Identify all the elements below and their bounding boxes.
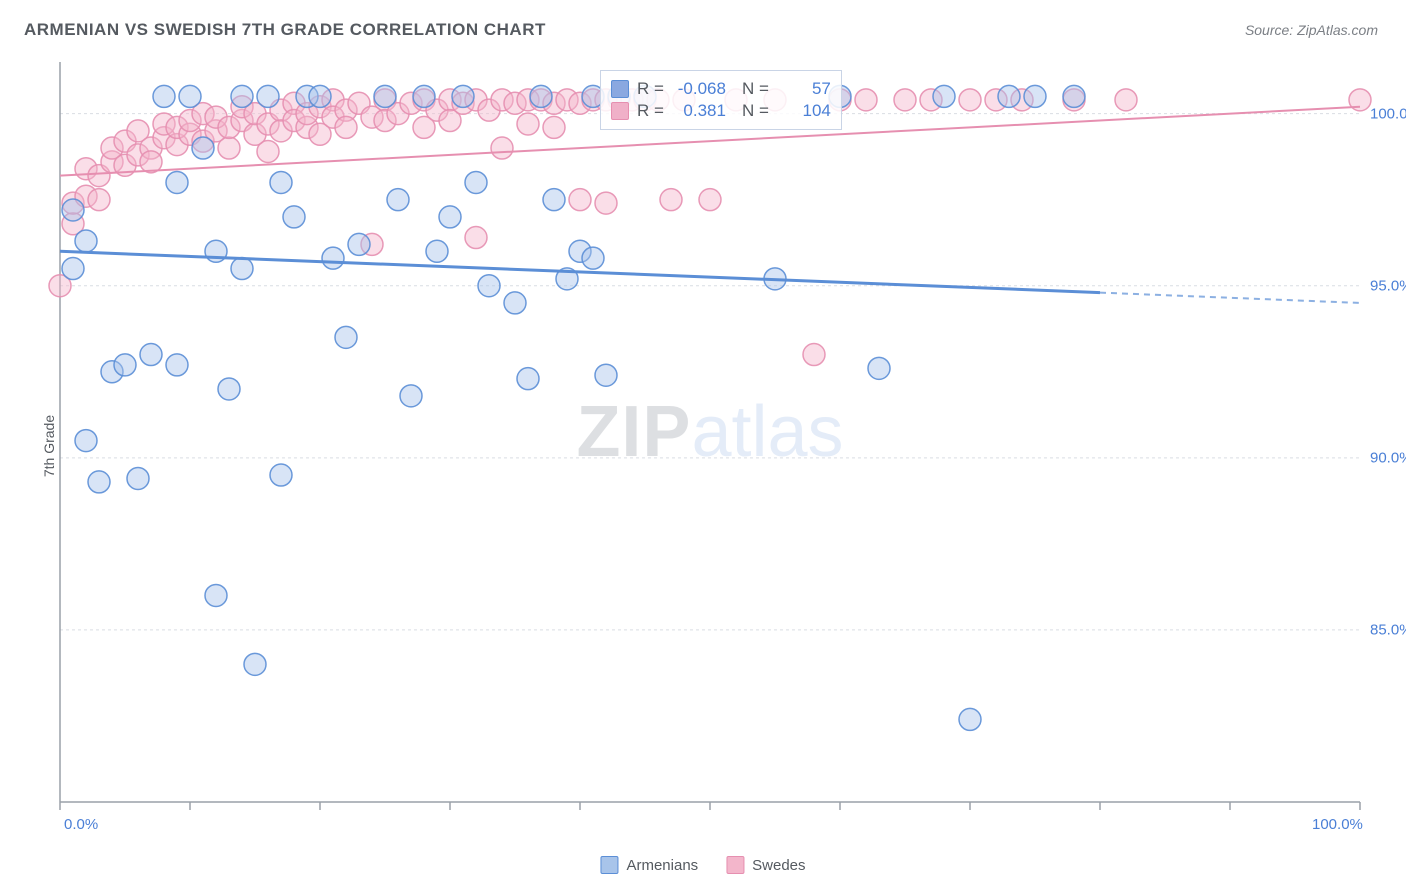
- y-tick-label: 90.0%: [1370, 449, 1406, 466]
- legend-item-armenians: Armenians: [600, 856, 698, 874]
- x-tick-label: 0.0%: [64, 816, 98, 833]
- stats-row: R =-0.068N =57: [611, 79, 831, 99]
- legend-swatch-swedes: [726, 856, 744, 874]
- legend-label-swedes: Swedes: [752, 857, 805, 874]
- y-axis-label: 7th Grade: [41, 415, 57, 477]
- y-tick-label: 85.0%: [1370, 621, 1406, 638]
- correlation-stats-box: R =-0.068N =57R =0.381N =104: [600, 70, 842, 130]
- source-attribution: Source: ZipAtlas.com: [1245, 22, 1378, 38]
- y-tick-label: 100.0%: [1370, 105, 1406, 122]
- legend-swatch-armenians: [600, 856, 618, 874]
- stats-row: R =0.381N =104: [611, 101, 831, 121]
- chart-area: ZIPatlas R =-0.068N =57R =0.381N =104 85…: [60, 62, 1360, 802]
- chart-title: ARMENIAN VS SWEDISH 7TH GRADE CORRELATIO…: [24, 20, 546, 40]
- y-tick-label: 95.0%: [1370, 277, 1406, 294]
- x-tick-label: 100.0%: [1312, 816, 1363, 833]
- legend: Armenians Swedes: [600, 856, 805, 874]
- legend-item-swedes: Swedes: [726, 856, 805, 874]
- scatter-chart: [60, 62, 1360, 802]
- legend-label-armenians: Armenians: [626, 857, 698, 874]
